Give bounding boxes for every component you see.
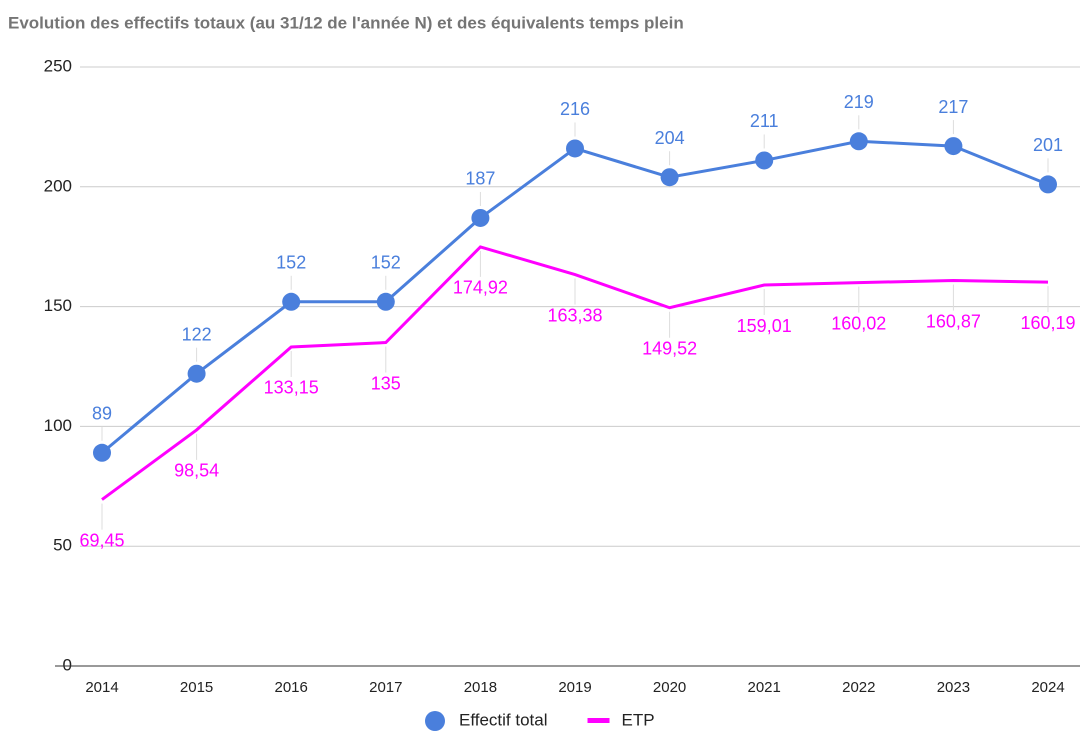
point (566, 139, 584, 158)
data-label: 160,19 (1020, 313, 1075, 333)
data-label: 163,38 (547, 305, 602, 325)
point (187, 364, 206, 383)
point (471, 208, 490, 227)
legend-marker (587, 718, 610, 723)
legend-label: Effectif total (459, 710, 548, 729)
point (849, 132, 868, 151)
data-label: 159,01 (737, 316, 792, 336)
x-tick-label: 2021 (748, 679, 781, 696)
x-tick-label: 2014 (85, 679, 118, 696)
data-label: 135 (371, 373, 401, 393)
data-label: 152 (371, 253, 401, 273)
data-label: 201 (1033, 135, 1063, 155)
point (282, 292, 301, 311)
y-tick-label: 50 (53, 536, 72, 555)
x-tick-label: 2015 (180, 679, 213, 696)
point (1039, 175, 1057, 194)
x-tick-label: 2016 (275, 679, 308, 696)
x-tick-label: 2019 (558, 679, 591, 696)
x-tick-label: 2023 (937, 679, 970, 696)
y-tick-label: 100 (44, 416, 72, 435)
data-label: 160,02 (831, 313, 886, 333)
x-tick-label: 2018 (464, 679, 497, 696)
data-label: 122 (182, 324, 212, 344)
data-label: 98,54 (174, 461, 219, 481)
chart-title: Evolution des effectifs totaux (au 31/12… (8, 13, 684, 32)
data-label: 216 (560, 99, 590, 119)
legend-marker (425, 711, 445, 731)
data-label: 187 (465, 169, 495, 189)
data-label: 89 (92, 404, 112, 424)
y-tick-label: 150 (44, 296, 72, 315)
x-tick-label: 2022 (842, 679, 875, 696)
data-label: 69,45 (79, 530, 124, 550)
y-tick-label: 250 (44, 56, 72, 75)
point (755, 151, 774, 170)
y-tick-label: 200 (44, 176, 72, 195)
data-label: 211 (750, 111, 779, 131)
legend-label: ETP (622, 710, 655, 729)
data-label: 152 (276, 253, 306, 273)
x-tick-label: 2020 (653, 679, 686, 696)
data-label: 133,15 (264, 378, 319, 398)
y-tick-label: 0 (63, 655, 72, 674)
point (93, 443, 111, 462)
data-label: 174,92 (453, 278, 508, 298)
x-tick-label: 2017 (369, 679, 402, 696)
point (944, 137, 963, 156)
x-tick-label: 2024 (1031, 679, 1064, 696)
data-label: 160,87 (926, 311, 981, 331)
data-label: 149,52 (642, 339, 697, 359)
point (376, 292, 395, 311)
data-label: 219 (844, 92, 874, 112)
data-label: 217 (938, 97, 968, 117)
data-label: 204 (655, 128, 685, 148)
series-line (101, 245, 1049, 501)
point (660, 168, 679, 187)
